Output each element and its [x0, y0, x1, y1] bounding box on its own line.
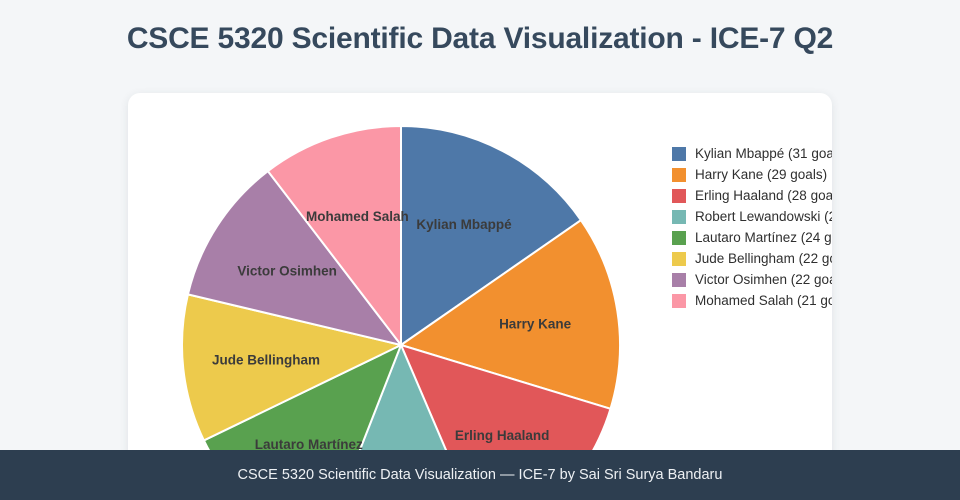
legend-item[interactable]: Kylian Mbappé (31 goals): [672, 143, 832, 164]
legend-item[interactable]: Harry Kane (29 goals): [672, 164, 832, 185]
pie-slice-label: Lautaro Martínez: [255, 437, 363, 452]
pie-slice[interactable]: [181, 293, 404, 442]
pie-slice[interactable]: [400, 124, 583, 347]
pie-slice-label: Mohamed Salah: [306, 209, 409, 224]
chart-legend: Kylian Mbappé (31 goals) Harry Kane (29 g…: [672, 143, 832, 311]
page-title: CSCE 5320 Scientific Data Visualization …: [126, 22, 834, 55]
legend-item-label: Lautaro Martínez (24 goals): [695, 230, 832, 245]
footer-bar: CSCE 5320 Scientific Data Visualization …: [0, 450, 960, 500]
legend-color-swatch: [672, 167, 686, 182]
chart-card: Kylian Mbappé Harry Kane Erling Haaland Rob…: [128, 93, 832, 465]
legend-color-swatch: [672, 230, 686, 245]
legend-item-label: Jude Bellingham (22 goals): [695, 251, 832, 266]
pie-slice-label: Jude Bellingham: [212, 352, 320, 367]
pie-slice[interactable]: [186, 169, 404, 347]
legend-color-swatch: [672, 293, 686, 308]
legend-color-swatch: [672, 272, 686, 287]
pie-slice-label: Erling Haaland: [455, 428, 550, 443]
pie-slice[interactable]: [321, 342, 487, 465]
legend-color-swatch: [672, 188, 686, 203]
pie-slice[interactable]: [399, 343, 612, 465]
footer-text: CSCE 5320 Scientific Data Visualization …: [237, 467, 723, 483]
legend-item-label: Erling Haaland (28 goals): [695, 188, 832, 203]
legend-item-label: Harry Kane (29 goals): [695, 167, 828, 182]
legend-item[interactable]: Jude Bellingham (22 goals): [672, 248, 832, 269]
legend-color-swatch: [672, 251, 686, 266]
legend-item-label: Kylian Mbappé (31 goals): [695, 146, 832, 161]
pie-slice[interactable]: [266, 124, 402, 348]
pie-slices-group: [181, 124, 621, 465]
pie-slice-label: Harry Kane: [499, 317, 572, 332]
pie-chart: Kylian Mbappé Harry Kane Erling Haaland Rob…: [128, 93, 832, 465]
legend-item[interactable]: Robert Lewandowski (25 goals): [672, 206, 832, 227]
legend-color-swatch: [672, 146, 686, 161]
pie-slice-label: Kylian Mbappé: [416, 217, 512, 232]
legend-item[interactable]: Mohamed Salah (21 goals): [672, 290, 832, 311]
pie-slice-label: Victor Osimhen: [237, 264, 337, 279]
legend-item-label: Robert Lewandowski (25 goals): [695, 209, 832, 224]
legend-item[interactable]: Victor Osimhen (22 goals): [672, 269, 832, 290]
legend-item-label: Mohamed Salah (21 goals): [695, 293, 832, 308]
legend-item[interactable]: Erling Haaland (28 goals): [672, 185, 832, 206]
legend-color-swatch: [672, 209, 686, 224]
legend-item-label: Victor Osimhen (22 goals): [695, 272, 832, 287]
legend-item[interactable]: Lautaro Martínez (24 goals): [672, 227, 832, 248]
